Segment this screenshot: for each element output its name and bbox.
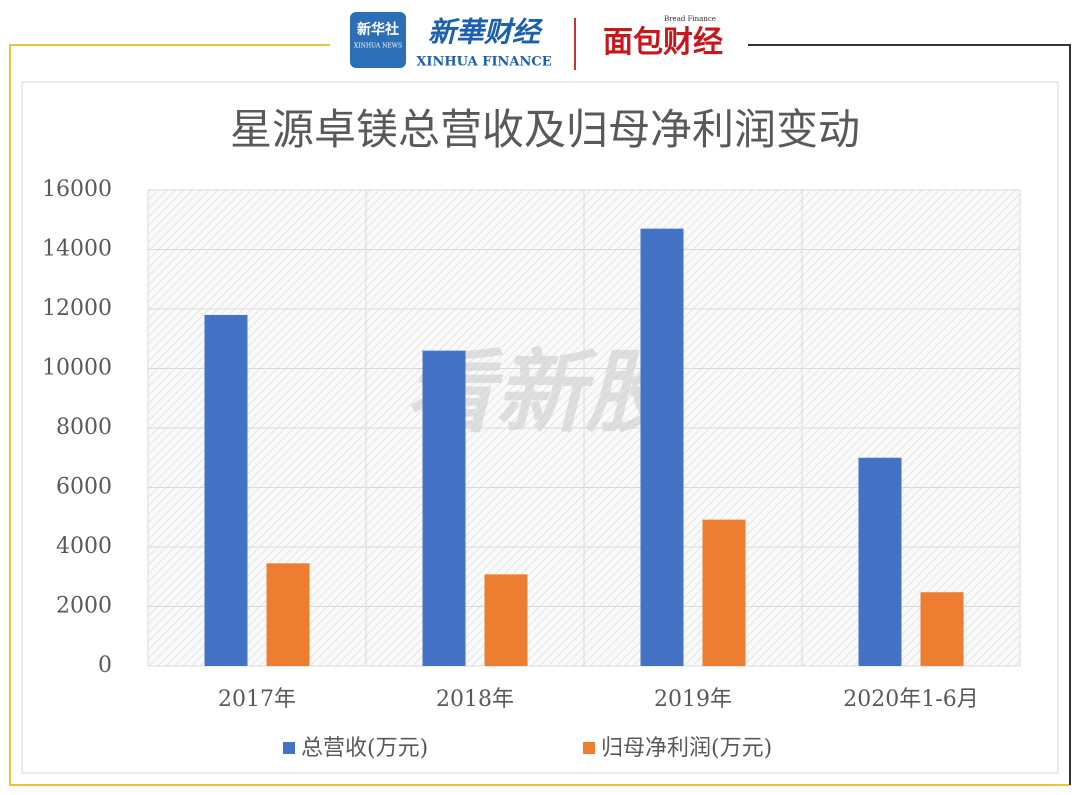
x-tick-label: 2017年	[218, 687, 296, 712]
logo-text: 面包财经	[603, 25, 723, 60]
x-tick-label: 2020年1-6月	[843, 687, 978, 712]
legend-label: 总营收(万元)	[301, 736, 428, 761]
bar	[422, 350, 466, 666]
bar	[204, 314, 248, 666]
bar	[484, 574, 528, 666]
logo-text: Bread Finance	[664, 15, 716, 23]
frame	[748, 44, 1071, 785]
y-tick-label: 0	[98, 653, 112, 678]
y-tick-label: 14000	[42, 237, 112, 262]
logo-text: 新華财经	[428, 16, 544, 49]
frame	[9, 44, 1070, 786]
y-tick-label: 12000	[42, 296, 112, 321]
chart-title: 星源卓镁总营收及归母净利润变动	[230, 105, 860, 154]
y-tick-label: 2000	[56, 594, 112, 619]
logo-text: XINHUA NEWS	[354, 43, 402, 50]
x-tick-label: 2018年	[436, 687, 514, 712]
y-tick-label: 16000	[42, 177, 112, 202]
bar	[858, 457, 902, 666]
bar	[266, 563, 310, 666]
bar	[640, 228, 684, 667]
logo-text: 新华社	[357, 21, 399, 38]
logo-icon	[350, 12, 406, 68]
legend-swatch	[583, 742, 595, 754]
logo-text: XINHUA FINANCE	[416, 55, 551, 70]
bar	[702, 519, 746, 666]
legend-swatch	[283, 742, 295, 754]
y-tick-label: 10000	[42, 356, 112, 381]
legend-label: 归母净利润(万元)	[601, 736, 772, 761]
bar	[920, 592, 964, 666]
y-tick-label: 4000	[56, 534, 112, 559]
x-tick-label: 2019年	[654, 687, 732, 712]
y-tick-label: 8000	[56, 415, 112, 440]
y-tick-label: 6000	[56, 475, 112, 500]
